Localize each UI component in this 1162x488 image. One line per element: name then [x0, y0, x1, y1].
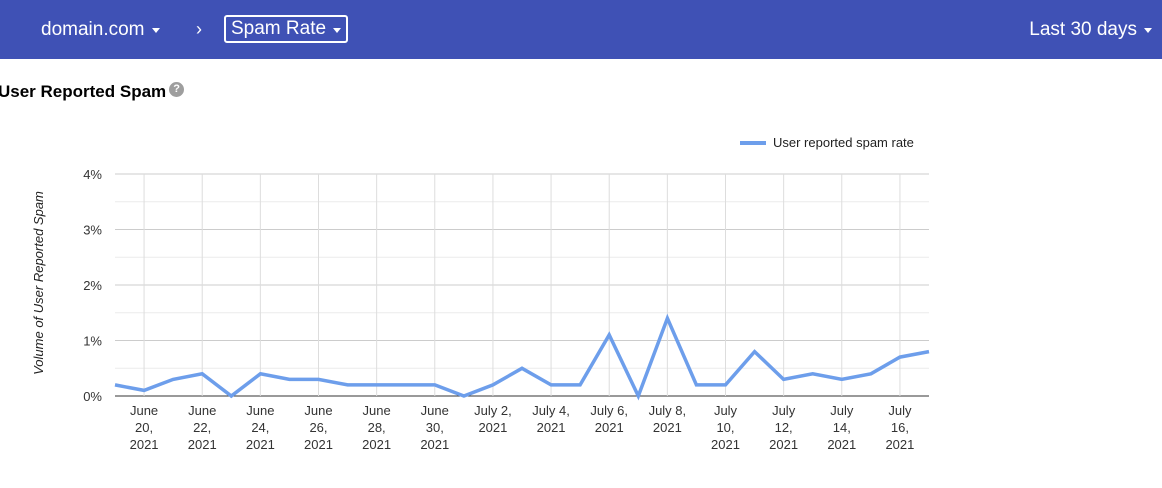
domain-dropdown[interactable]: domain.com — [41, 0, 160, 59]
chevron-down-icon — [1144, 28, 1152, 33]
legend-label: User reported spam rate — [773, 135, 914, 150]
data-point[interactable] — [460, 392, 468, 400]
data-point[interactable] — [809, 370, 817, 378]
data-point[interactable] — [169, 375, 177, 383]
page-title-text: User Reported Spam — [0, 82, 167, 101]
data-point[interactable] — [896, 353, 904, 361]
data-point[interactable] — [780, 375, 788, 383]
data-point[interactable] — [198, 370, 206, 378]
data-point[interactable] — [605, 331, 613, 339]
data-point[interactable] — [285, 375, 293, 383]
y-axis-label: Volume of User Reported Spam — [31, 191, 46, 375]
data-point[interactable] — [518, 364, 526, 372]
breadcrumb-separator-icon: › — [196, 19, 202, 39]
x-tick-label: June 22, 2021 — [188, 403, 217, 452]
data-point[interactable] — [373, 381, 381, 389]
x-tick-label: July 10, 2021 — [711, 403, 740, 452]
data-point[interactable] — [663, 314, 671, 322]
top-bar: domain.com › Spam Rate Last 30 days — [0, 0, 1162, 59]
data-point[interactable] — [925, 348, 933, 356]
data-point[interactable] — [344, 381, 352, 389]
x-tick-label: June 24, 2021 — [246, 403, 275, 452]
data-point[interactable] — [256, 370, 264, 378]
series-line — [114, 313, 930, 401]
help-circle-icon[interactable]: ? — [169, 81, 185, 97]
data-point[interactable] — [111, 381, 119, 389]
data-point[interactable] — [402, 381, 410, 389]
data-point[interactable] — [315, 375, 323, 383]
data-point[interactable] — [838, 375, 846, 383]
x-tick-label: July 16, 2021 — [885, 403, 914, 452]
chevron-down-icon — [333, 27, 342, 33]
data-point[interactable] — [140, 386, 148, 394]
data-point[interactable] — [227, 392, 235, 400]
data-point[interactable] — [692, 381, 700, 389]
y-tick-label: 2% — [83, 278, 102, 293]
date-range-label: Last 30 days — [1029, 18, 1137, 40]
data-point[interactable] — [576, 381, 584, 389]
y-tick-label: 3% — [83, 223, 102, 238]
metric-dropdown[interactable]: Spam Rate — [224, 15, 349, 43]
chevron-down-icon — [151, 28, 160, 33]
x-tick-label: July 2, 2021 — [474, 403, 512, 435]
x-tick-label: June 30, 2021 — [420, 403, 449, 452]
domain-label: domain.com — [41, 18, 145, 40]
data-point[interactable] — [867, 370, 875, 378]
x-tick-label: July 14, 2021 — [827, 403, 856, 452]
x-tick-label: June 26, 2021 — [304, 403, 333, 452]
metric-label: Spam Rate — [231, 18, 327, 39]
x-tick-label: June 20, 2021 — [130, 403, 159, 452]
y-tick-label: 4% — [83, 167, 102, 182]
data-point[interactable] — [431, 381, 439, 389]
data-point[interactable] — [722, 381, 730, 389]
data-point[interactable] — [547, 381, 555, 389]
data-point[interactable] — [751, 348, 759, 356]
y-tick-label: 0% — [83, 389, 102, 404]
x-tick-label: June 28, 2021 — [362, 403, 391, 452]
x-tick-label: July 12, 2021 — [769, 403, 798, 452]
x-tick-label: July 8, 2021 — [649, 403, 687, 435]
y-tick-label: 1% — [83, 334, 102, 349]
x-tick-label: July 6, 2021 — [590, 403, 628, 435]
page-title: User Reported Spam ? — [0, 81, 185, 102]
date-range-dropdown[interactable]: Last 30 days — [1029, 0, 1152, 59]
data-point[interactable] — [634, 392, 642, 400]
data-point[interactable] — [489, 381, 497, 389]
x-tick-label: July 4, 2021 — [532, 403, 570, 435]
